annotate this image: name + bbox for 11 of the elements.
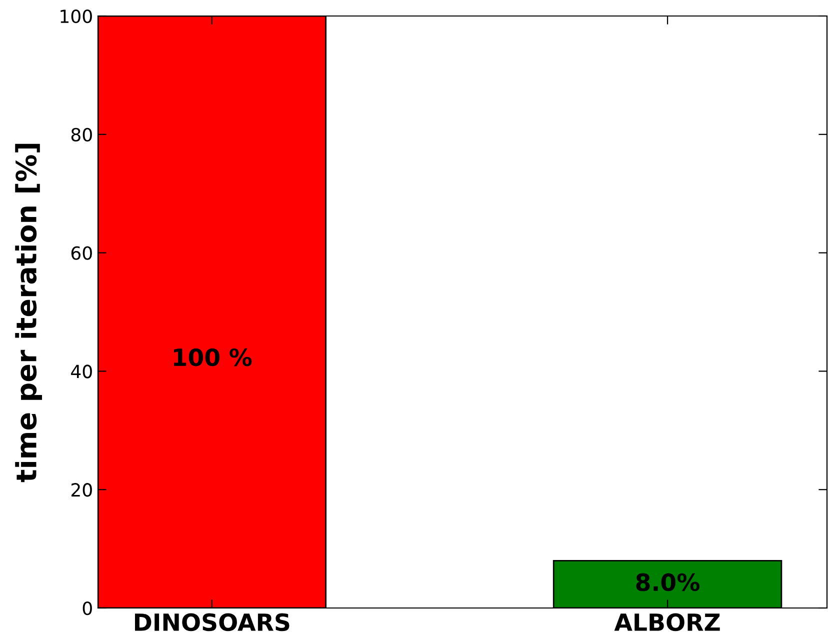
y-tick-label: 60 — [71, 246, 92, 260]
data-label: 100 % — [174, 348, 252, 366]
y-tick-label: 20 — [71, 483, 92, 497]
y-tick-label: 80 — [71, 128, 92, 142]
y-tick-label: 100 — [60, 9, 92, 24]
x-tick-label: ALBORZ — [614, 613, 720, 632]
y-tick-label: 40 — [71, 364, 92, 378]
y-axis-title: time per iteration [%] — [15, 144, 42, 482]
y-tick-label: 0 — [82, 601, 92, 616]
data-label: 8.0% — [636, 573, 700, 592]
x-tick-label: DINOSOARS — [135, 613, 290, 632]
